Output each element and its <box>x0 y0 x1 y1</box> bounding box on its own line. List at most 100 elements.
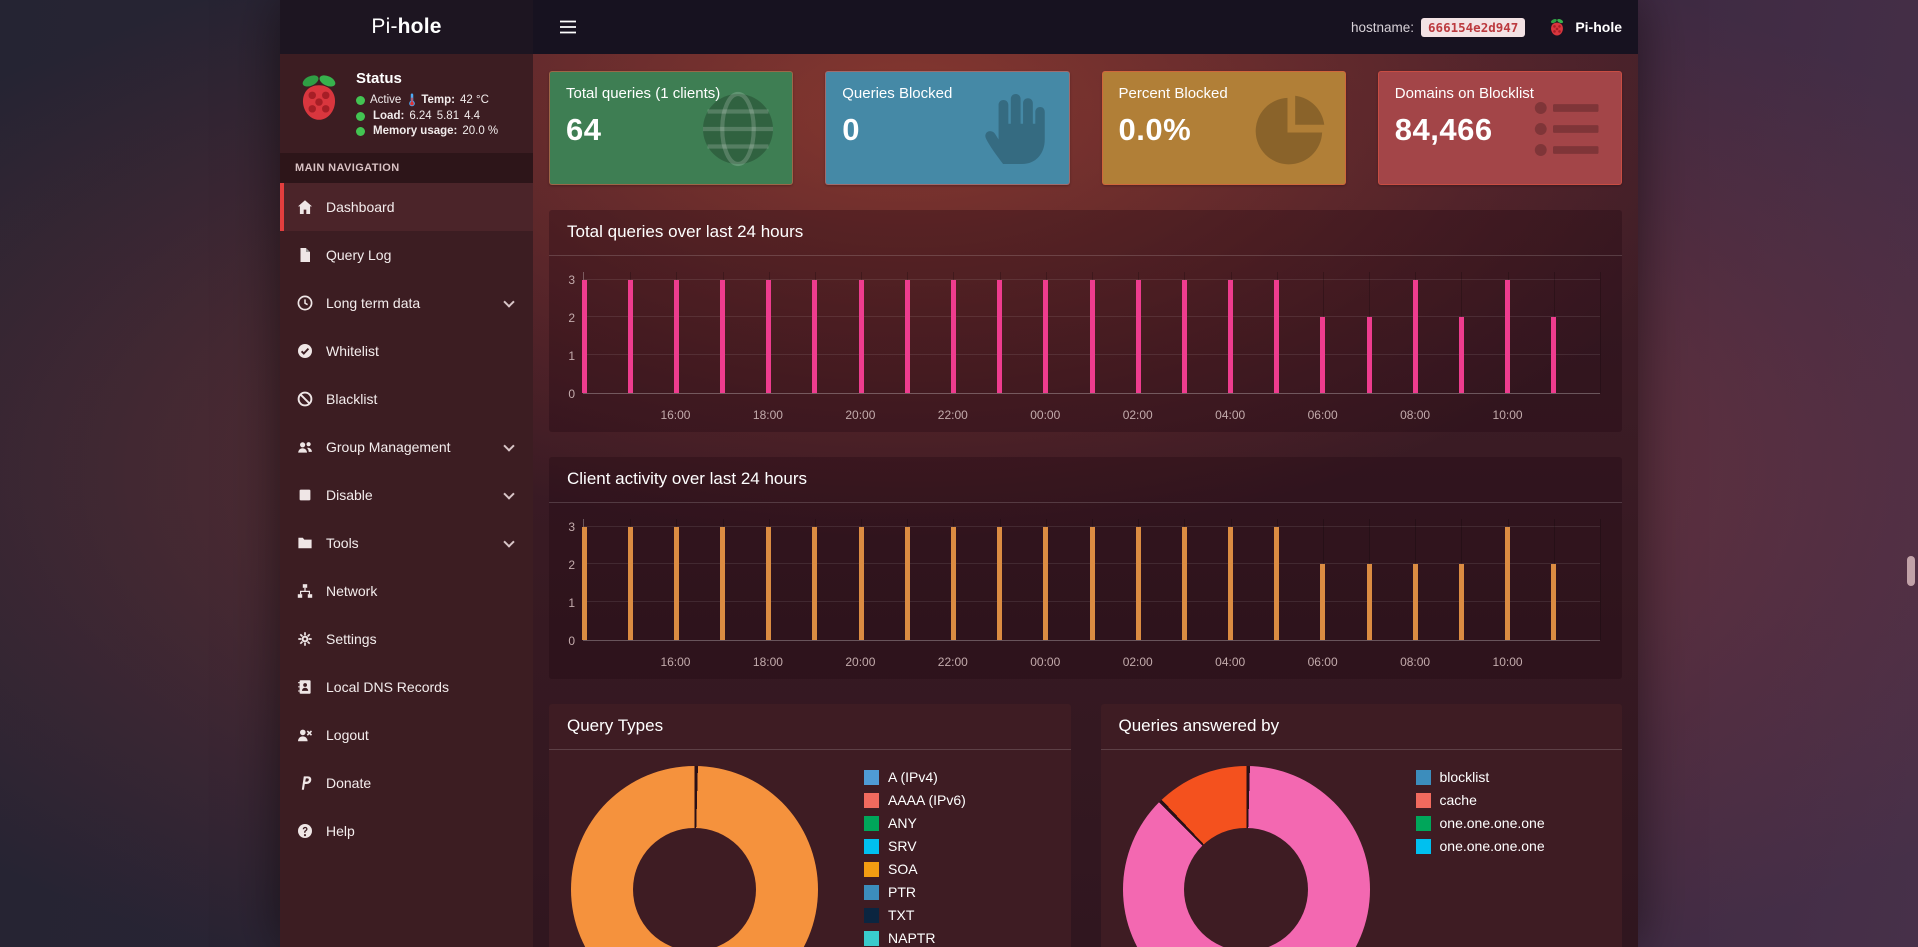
legend-label: one.one.one.one <box>1439 838 1545 854</box>
chart-bar <box>1412 564 1418 640</box>
sidebar-item-label: Blacklist <box>326 391 378 407</box>
sidebar-item-help[interactable]: Help <box>280 807 533 855</box>
sidebar-item-dashboard[interactable]: Dashboard <box>280 183 533 231</box>
sidebar-item-local-dns-records[interactable]: Local DNS Records <box>280 663 533 711</box>
logo[interactable]: Pi-hole <box>280 0 533 54</box>
chart-bar <box>858 526 864 640</box>
scrollbar-thumb[interactable] <box>1907 556 1915 586</box>
chart-bar <box>812 526 818 640</box>
plot-area <box>581 272 1601 394</box>
legend-item-any: ANY <box>864 815 966 831</box>
bar-chart: 0 1 2 3 16:00 18:00 20:00 22:00 00:00 02:00 04:00… <box>555 513 1610 671</box>
chart-bar <box>1089 526 1095 640</box>
y-axis-label: 3 <box>568 519 575 534</box>
donut-chart <box>1122 766 1370 947</box>
address-book-icon <box>297 679 317 696</box>
chart-bar <box>1505 279 1511 393</box>
sidebar-item-settings[interactable]: Settings <box>280 615 533 663</box>
card-title: Queries Blocked <box>842 85 953 102</box>
chart-bar <box>812 279 818 393</box>
sidebar-item-label: Local DNS Records <box>326 679 449 695</box>
query-types-chart: A (IPv4) AAAA (IPv6) ANY SRV SOA PTR TXT NAPTR <box>549 750 1071 947</box>
card-value: 0.0% <box>1118 112 1192 147</box>
chart-bar <box>720 526 726 640</box>
gridline <box>584 278 1600 280</box>
sidebar-item-network[interactable]: Network <box>280 567 533 615</box>
legend-label: blocklist <box>1439 769 1490 785</box>
sidebar-item-logout[interactable]: Logout <box>280 711 533 759</box>
navbar-right-group: hostname: 666154e2d947 Pi-hole <box>1351 16 1622 38</box>
list-icon <box>1525 87 1609 171</box>
sidebar-item-tools[interactable]: Tools <box>280 519 533 567</box>
brand-name: Pi-hole <box>1575 19 1622 35</box>
sidebar-item-whitelist[interactable]: Whitelist <box>280 327 533 375</box>
chart-bar <box>1320 564 1326 640</box>
sidebar: Status Active Temp: 42 °C Lo <box>280 54 533 947</box>
sidebar-toggle-button[interactable] <box>551 14 585 40</box>
sidebar-item-long-term-data[interactable]: Long term data <box>280 279 533 327</box>
clock-icon <box>297 295 317 312</box>
memory-value: 20.0 % <box>462 125 499 137</box>
card-title: Domains on Blocklist <box>1394 85 1534 102</box>
legend-label: cache <box>1439 792 1477 808</box>
panel-title: Queries answered by <box>1100 704 1622 750</box>
legend-label: AAAA (IPv6) <box>888 792 966 808</box>
legend-label: ANY <box>888 815 917 831</box>
total-queries-chart: 0 1 2 3 16:00 18:00 20:00 22:00 00:00 02:00 04:00… <box>549 256 1622 432</box>
sidebar-item-label: Settings <box>326 631 377 647</box>
y-axis-label: 0 <box>568 634 575 648</box>
load-value-1: 6.24 <box>409 110 432 122</box>
chart-bar <box>1551 564 1557 640</box>
chart-bar <box>720 279 726 393</box>
legend-label: one.one.one.one <box>1439 815 1545 831</box>
legend-swatch <box>864 861 879 877</box>
plot-area <box>581 519 1601 641</box>
main-content: Total queries (1 clients) 64 Queries Block… <box>533 54 1638 947</box>
sidebar-item-group-management[interactable]: Group Management <box>280 423 533 471</box>
sidebar-item-label: Whitelist <box>326 343 379 359</box>
sidebar-item-label: Help <box>326 823 355 839</box>
gears-icon <box>297 631 317 648</box>
panel-query-types: Query Types A (IPv4) AAAA (IPv6) ANY SRV SOA… <box>549 704 1071 947</box>
y-axis: 0 1 2 3 <box>555 272 583 401</box>
stat-card-domains-on-blocklist: Domains on Blocklist 84,466 <box>1377 71 1622 185</box>
app-body: Status Active Temp: 42 °C Lo <box>280 54 1638 947</box>
x-axis-label: 18:00 <box>752 655 783 669</box>
sidebar-item-blacklist[interactable]: Blacklist <box>280 375 533 423</box>
chart-bar <box>1551 317 1557 393</box>
legend-item-cache: cache <box>1415 792 1545 808</box>
legend-item-aaaa-ipv6: AAAA (IPv6) <box>864 792 966 808</box>
y-axis-label: 1 <box>568 595 575 610</box>
ban-icon <box>297 391 317 408</box>
panel-title: Client activity over last 24 hours <box>549 457 1622 503</box>
globe-icon <box>696 87 780 171</box>
status-ok-icon <box>356 95 365 105</box>
logo-text-prefix: Pi- <box>371 15 398 38</box>
pihole-app-window: Pi-hole hostname: 666154e2d947 Pi-hole <box>280 0 1638 947</box>
x-axis-label: 04:00 <box>1215 408 1246 422</box>
navbar-main: hostname: 666154e2d947 Pi-hole <box>533 0 1638 54</box>
legend-label: TXT <box>888 907 915 923</box>
sidebar-item-donate[interactable]: Donate <box>280 759 533 807</box>
sidebar-item-label: Long term data <box>326 295 421 311</box>
legend-label: NAPTR <box>888 930 936 946</box>
chart-bar <box>1320 317 1326 393</box>
sidebar-item-disable[interactable]: Disable <box>280 471 533 519</box>
y-axis-label: 0 <box>568 387 575 401</box>
legend-swatch <box>864 838 879 854</box>
sidebar-item-query-log[interactable]: Query Log <box>280 231 533 279</box>
client-activity-chart: 0 1 2 3 16:00 18:00 20:00 22:00 00:00 02:00 04:00… <box>549 503 1622 679</box>
chart-legend: blocklist cache one.one.one.one one.one.one… <box>1415 766 1545 947</box>
hostname-label: hostname: <box>1350 19 1415 35</box>
x-axis-label: 08:00 <box>1400 408 1431 422</box>
x-axis-label: 20:00 <box>845 408 876 422</box>
x-axis-label: 16:00 <box>660 408 691 422</box>
chart-bar <box>1181 279 1187 393</box>
gridline <box>1600 272 1601 393</box>
panel-client-activity: Client activity over last 24 hours 0 1 2 3 … <box>549 457 1622 679</box>
network-icon <box>297 583 317 600</box>
legend-label: SRV <box>888 838 917 854</box>
x-axis-label: 02:00 <box>1122 408 1153 422</box>
y-axis-label: 1 <box>568 348 575 363</box>
